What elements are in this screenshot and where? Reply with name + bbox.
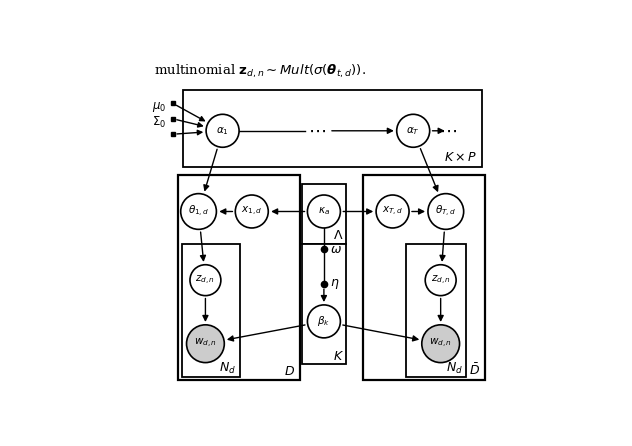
Text: $D$: $D$: [284, 365, 295, 378]
Circle shape: [425, 265, 456, 296]
Text: $w_{d,n}$: $w_{d,n}$: [429, 337, 452, 350]
Circle shape: [307, 305, 341, 338]
Text: $x_{T,d}$: $x_{T,d}$: [382, 205, 403, 218]
Circle shape: [235, 195, 268, 228]
Text: $\beta_k$: $\beta_k$: [317, 314, 331, 328]
Text: $\bar{D}$: $\bar{D}$: [469, 363, 480, 378]
Text: $\alpha_1$: $\alpha_1$: [216, 125, 229, 136]
Text: multinomial $\mathbf{z}_{d,n} \sim Mult(\sigma(\boldsymbol{\theta}_{t,d}))$.: multinomial $\mathbf{z}_{d,n} \sim Mult(…: [154, 62, 366, 79]
Text: $\theta_{T,d}$: $\theta_{T,d}$: [435, 204, 456, 219]
Text: $\omega$: $\omega$: [330, 243, 342, 256]
Text: $w_{d,n}$: $w_{d,n}$: [194, 337, 217, 350]
Text: $\alpha_T$: $\alpha_T$: [406, 125, 420, 136]
Text: $\theta_{1,d}$: $\theta_{1,d}$: [188, 204, 209, 219]
Bar: [178, 175, 300, 380]
Circle shape: [376, 195, 409, 228]
Text: $\cdots$: $\cdots$: [308, 122, 326, 140]
Text: $N_d$: $N_d$: [219, 360, 236, 376]
Bar: [363, 175, 485, 380]
Bar: [301, 244, 346, 364]
Text: $\Lambda$: $\Lambda$: [333, 229, 344, 243]
Bar: [301, 184, 346, 244]
Text: $\cdots$: $\cdots$: [439, 122, 456, 140]
Circle shape: [422, 325, 459, 363]
Circle shape: [206, 114, 239, 147]
Circle shape: [181, 194, 216, 229]
Bar: [406, 244, 466, 377]
Text: $z_{d,n}$: $z_{d,n}$: [195, 274, 216, 287]
Circle shape: [307, 195, 341, 228]
Text: $\eta$: $\eta$: [330, 277, 339, 291]
Text: $N_d$: $N_d$: [446, 360, 463, 376]
Text: $\Sigma_0$: $\Sigma_0$: [152, 115, 166, 130]
Text: $z_{d,n}$: $z_{d,n}$: [430, 274, 451, 287]
Circle shape: [190, 265, 221, 296]
Circle shape: [186, 325, 224, 363]
Text: $K \times P$: $K \times P$: [444, 151, 477, 164]
Text: $K$: $K$: [333, 350, 344, 363]
Bar: [183, 90, 482, 167]
Text: $\kappa_a$: $\kappa_a$: [318, 206, 330, 217]
Text: $x_{1,d}$: $x_{1,d}$: [241, 205, 262, 218]
Bar: [183, 244, 240, 377]
Circle shape: [428, 194, 464, 229]
Circle shape: [397, 114, 430, 147]
Text: $\mu_0$: $\mu_0$: [152, 100, 166, 114]
